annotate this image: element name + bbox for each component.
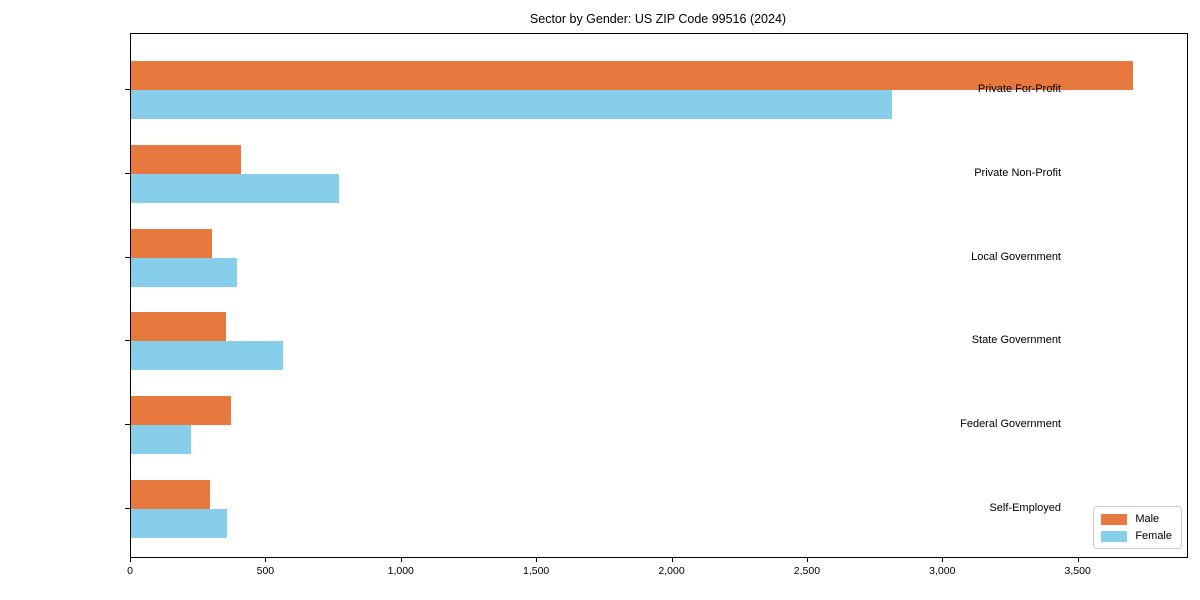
category-row [131, 48, 1187, 132]
bar-pair [131, 60, 1187, 119]
bar-pair [131, 480, 1187, 539]
bar-female-0 [131, 89, 892, 119]
legend-item-female: Female [1101, 530, 1172, 542]
bar-pair [131, 228, 1187, 287]
y-tick-mark [125, 508, 130, 510]
chart-title: Sector by Gender: US ZIP Code 99516 (202… [529, 12, 787, 26]
category-row [131, 467, 1187, 551]
bar-male-3 [131, 312, 226, 342]
x-tick-mark [400, 557, 402, 562]
x-tick-label: 1,500 [523, 565, 550, 577]
y-tick-label: State Government [971, 334, 1061, 347]
bar-male-5 [131, 480, 210, 510]
x-tick-mark [942, 557, 944, 562]
category-row [131, 383, 1187, 467]
bar-female-2 [131, 257, 237, 287]
y-tick-mark [125, 256, 130, 258]
bar-female-5 [131, 509, 228, 539]
y-tick-label: Local Government [971, 250, 1061, 263]
x-tick-mark [806, 557, 808, 562]
x-tick-label: 500 [256, 565, 275, 577]
bar-rows [131, 34, 1187, 557]
bar-male-1 [131, 144, 241, 174]
legend-label: Female [1135, 530, 1172, 542]
legend-swatch-female [1101, 530, 1128, 542]
y-tick-mark [125, 172, 130, 174]
x-tick-label: 1,000 [387, 565, 414, 577]
x-tick-label: 3,500 [1064, 565, 1091, 577]
x-tick-mark [130, 557, 131, 562]
bar-female-1 [131, 173, 340, 203]
y-tick-mark [125, 340, 130, 342]
y-tick-label: Federal Government [960, 418, 1061, 431]
y-tick-mark [125, 88, 130, 90]
x-tick-label: 2,500 [793, 565, 821, 577]
y-tick-label: Self-Employed [989, 502, 1061, 515]
bar-male-0 [131, 60, 1133, 90]
x-tick-mark [536, 557, 538, 562]
legend: Male Female [1093, 506, 1182, 549]
x-tick-label: 0 [127, 565, 133, 577]
x-tick-mark [671, 557, 673, 562]
x-tick-mark [1077, 557, 1079, 562]
legend-swatch-male [1101, 513, 1128, 525]
category-row [131, 216, 1187, 300]
y-tick-mark [125, 424, 130, 426]
bar-pair [131, 312, 1187, 371]
legend-item-male: Male [1101, 513, 1172, 525]
legend-label: Male [1135, 513, 1160, 525]
y-tick-label: Private For-Profit [977, 82, 1061, 95]
bar-pair [131, 144, 1187, 203]
x-tick-mark [265, 557, 267, 562]
bar-pair [131, 396, 1187, 455]
x-tick-label: 2,000 [658, 565, 685, 577]
bar-female-4 [131, 425, 191, 455]
bar-male-2 [131, 228, 213, 258]
category-row [131, 132, 1187, 216]
x-tick-label: 3,000 [929, 565, 956, 577]
bar-female-3 [131, 341, 283, 371]
category-row [131, 299, 1187, 383]
bar-male-4 [131, 396, 232, 426]
plot-area: Male Female [130, 33, 1188, 558]
y-tick-label: Private Non-Profit [974, 166, 1061, 179]
